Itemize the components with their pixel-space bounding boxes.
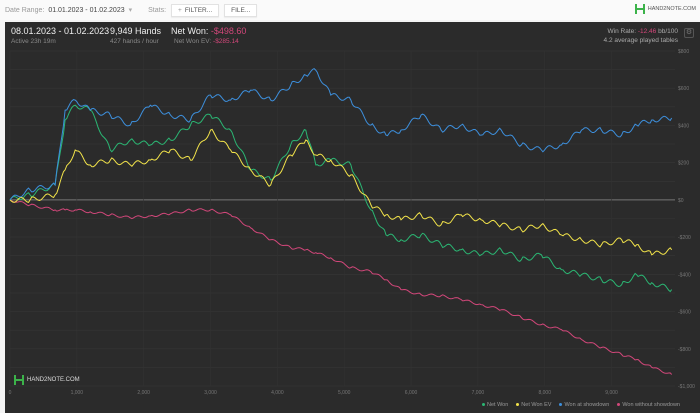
net-won-ev: Net Won EV: -$285.14 [174,38,239,45]
x-tick-label: 0 [9,390,12,396]
legend-item[interactable]: Won without showdown [617,402,680,408]
x-tick-label: 4,000 [271,390,284,396]
x-tick-label: 1,000 [71,390,84,396]
date-range-select[interactable]: 01.01.2023 - 01.02.2023 [48,6,125,14]
legend-item[interactable]: Net Won [482,402,508,408]
gear-icon[interactable]: ⚙ [684,28,694,38]
series-line-net-won-ev [9,128,673,256]
net-won-ev-value: -$285.14 [213,38,239,45]
legend-swatch [617,403,621,407]
y-tick-label: -$800 [678,347,691,353]
toolbar: Date Range: 01.01.2023 - 01.02.2023 ▾ St… [0,0,700,20]
chart-legend: Net Won Net Won EV Won at showdown Won with… [482,402,680,408]
watermark-text: HAND2NOTE.COM [27,377,80,383]
file-button[interactable]: FILE... [224,3,258,17]
period: 08.01.2023 - 01.02.2023 [11,26,110,36]
net-won-value: -$498.60 [210,26,247,36]
y-tick-label: $0 [678,198,684,204]
x-tick-label: 3,000 [204,390,217,396]
series-line-won-without-showdown [9,199,673,375]
legend-item[interactable]: Won at showdown [559,402,609,408]
net-won-label: Net Won: [171,26,209,36]
legend-label: Net Won [487,402,509,408]
y-tick-label: -$200 [678,235,691,241]
filter-button-label: FILTER... [184,6,213,14]
y-tick-label: $200 [678,161,689,167]
brand-logo-text: HAND2NOTE.COM [647,6,696,12]
y-tick-label: $800 [678,49,689,55]
filter-button[interactable]: + FILTER... [171,3,220,17]
hands-per-hour: 427 hands / hour [110,38,159,45]
legend-item[interactable]: Net Won EV [516,402,551,408]
x-tick-label: 6,000 [405,390,418,396]
series-line-won-at-showdown [9,67,673,201]
avg-tables: 4.2 average played tables [603,37,678,44]
legend-label: Net Won EV [521,402,552,408]
hands-count: 9,949 Hands [110,26,162,36]
x-tick-label: 5,000 [338,390,351,396]
y-tick-label: $400 [678,123,689,129]
win-rate-unit: bb/100 [658,28,678,35]
x-tick-label: 9,000 [605,390,618,396]
watermark: HAND2NOTE.COM [14,374,80,386]
stats-label: Stats: [148,6,167,14]
y-tick-label: -$600 [678,310,691,316]
x-tick-label: 2,000 [137,390,150,396]
legend-swatch [516,403,520,407]
y-tick-label: $600 [678,86,689,92]
win-rate: Win Rate: -12.46 bb/100 [608,28,679,35]
file-button-label: FILE... [231,6,251,14]
x-tick-label: 7,000 [472,390,485,396]
win-rate-label: Win Rate: [607,28,637,35]
x-tick-label: 8,000 [538,390,551,396]
legend-label: Won at showdown [564,402,610,408]
legend-swatch [559,403,563,407]
net-won: Net Won: -$498.60 [171,26,246,36]
y-tick-label: -$400 [678,272,691,278]
plus-icon: + [178,6,182,14]
chevron-down-icon[interactable]: ▾ [128,7,133,14]
net-won-ev-label: Net Won EV: [174,38,212,45]
active-time: Active 23h 19m [11,38,56,45]
y-tick-label: -$1,000 [678,384,695,390]
win-rate-value: -12.46 [637,28,657,35]
series-line-net-won [9,104,673,293]
brand-logo: HAND2NOTE.COM [634,3,696,15]
h2n-logo-icon [634,4,645,14]
legend-swatch [482,403,485,407]
legend-label: Won without showdown [622,402,680,408]
h2n-logo-icon [14,375,24,385]
date-range-label: Date Range: [5,6,45,14]
